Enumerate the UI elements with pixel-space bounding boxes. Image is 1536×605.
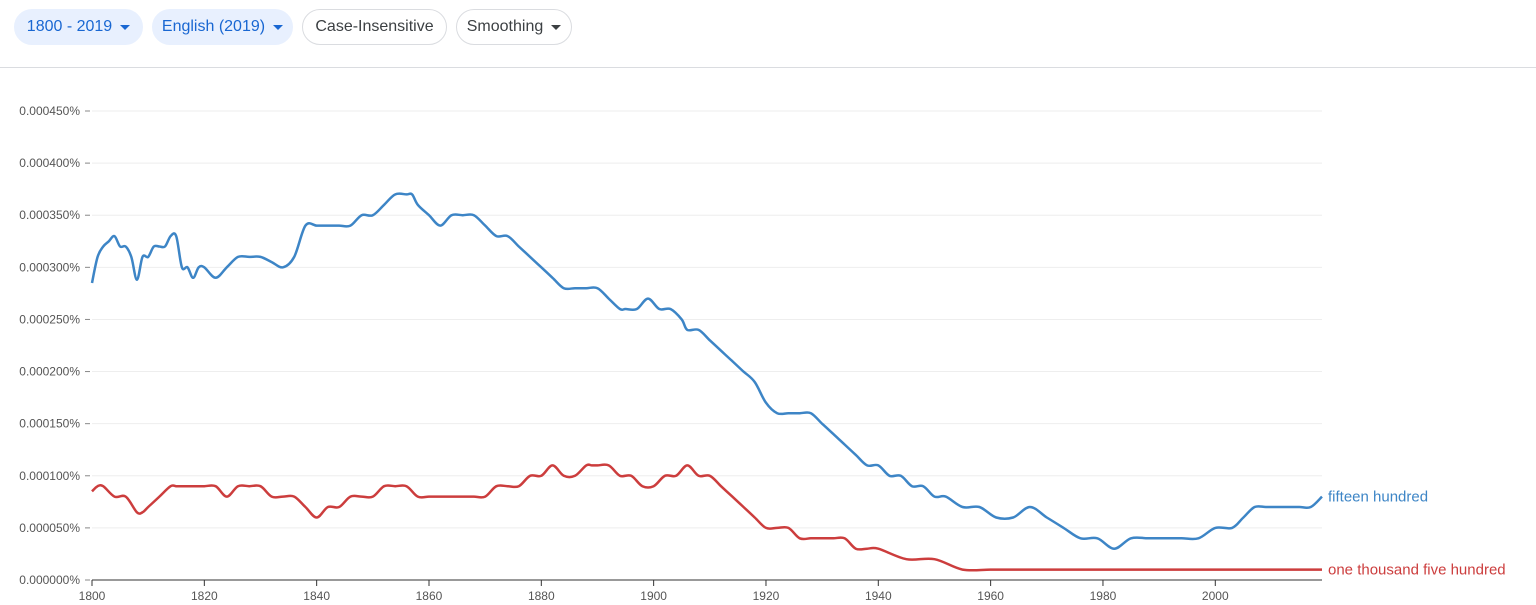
smoothing-label: Smoothing — [466, 18, 544, 35]
y-tick-label: 0.000400% — [19, 156, 80, 170]
y-tick-label: 0.000250% — [19, 312, 80, 326]
x-tick-label: 1800 — [79, 589, 106, 603]
x-tick-label: 1880 — [528, 589, 555, 603]
y-tick-label: 0.000100% — [19, 469, 80, 483]
series-line-fifteen-hundred[interactable] — [90, 192, 1323, 550]
y-tick-label: 0.000200% — [19, 365, 80, 379]
ngram-chart: 0.000000% 0.000050% 0.000100% 0.000150% 0.00… — [19, 104, 1506, 603]
chevron-down-icon — [551, 24, 562, 30]
year-range-label: 1800 - 2019 — [26, 18, 113, 35]
series-label-one-thousand-five-hundred[interactable]: one thousand five hundred — [1328, 562, 1506, 579]
gridlines — [92, 110, 1322, 529]
series-lines — [90, 192, 1323, 572]
corpus-dropdown[interactable]: English (2019) — [152, 9, 293, 45]
series-labels: fifteen hundred one thousand five hundred — [1328, 489, 1506, 579]
toolbar: 1800 - 2019 English (2019) Case-Insensit… — [0, 0, 1536, 68]
x-tick-label: 1820 — [191, 589, 218, 603]
y-tick-label: 0.000350% — [19, 208, 80, 222]
corpus-label: English (2019) — [161, 18, 266, 35]
y-tick-label: 0.000000% — [19, 573, 80, 587]
x-axis: 1800 1820 1840 1860 1880 1900 1920 1940 1960 1980… — [79, 579, 1322, 603]
chevron-down-icon — [120, 24, 131, 30]
y-axis: 0.000000% 0.000050% 0.000100% 0.000150% 0.00… — [19, 104, 90, 587]
y-tick-label: 0.000050% — [19, 521, 80, 535]
x-tick-label: 2000 — [1202, 589, 1229, 603]
case-label: Case-Insensitive — [315, 18, 434, 35]
x-tick-label: 1840 — [303, 589, 330, 603]
case-insensitive-toggle[interactable]: Case-Insensitive — [302, 9, 447, 45]
year-range-dropdown[interactable]: 1800 - 2019 — [14, 9, 143, 45]
smoothing-dropdown[interactable]: Smoothing — [456, 9, 572, 45]
series-label-fifteen-hundred[interactable]: fifteen hundred — [1328, 489, 1428, 506]
x-tick-label: 1940 — [865, 589, 892, 603]
x-tick-label: 1960 — [977, 589, 1004, 603]
chevron-down-icon — [273, 24, 284, 30]
x-tick-label: 1900 — [640, 589, 667, 603]
x-tick-label: 1980 — [1090, 589, 1117, 603]
x-tick-label: 1860 — [416, 589, 443, 603]
x-tick-label: 1920 — [753, 589, 780, 603]
y-tick-label: 0.000450% — [19, 104, 80, 118]
y-tick-label: 0.000150% — [19, 417, 80, 431]
series-line-one-thousand-five-hundred[interactable] — [91, 463, 1322, 572]
y-tick-label: 0.000300% — [19, 260, 80, 274]
